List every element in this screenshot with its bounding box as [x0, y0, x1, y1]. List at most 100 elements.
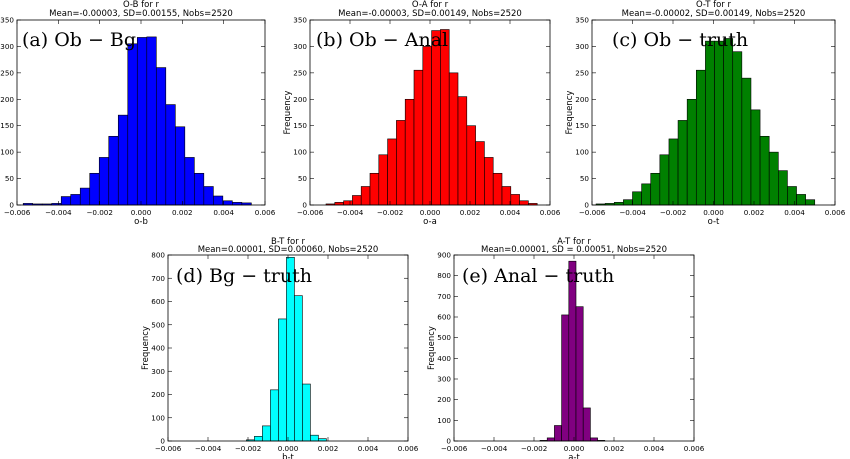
histogram-bar [404, 98, 415, 206]
y-tick-label: 300 [0, 42, 14, 51]
x-tick-label: −0.006 [441, 444, 468, 453]
chart-title: B-T for r [271, 237, 305, 247]
histogram-bar [262, 425, 271, 442]
histogram-bar [136, 37, 148, 206]
histogram-bar [561, 314, 570, 442]
histogram-bar [127, 43, 138, 206]
histogram-bar [89, 172, 100, 206]
histogram-bar [222, 200, 233, 206]
panel-annotation: (c) Ob − truth [612, 29, 748, 51]
histogram-bar [175, 126, 186, 206]
histogram-bar [466, 125, 476, 206]
histogram-bar [501, 186, 512, 206]
histogram-bar [796, 194, 806, 206]
y-tick-label: 50 [5, 174, 15, 183]
x-tick-label: 0.004 [358, 444, 379, 453]
chart-title: A-T for r [557, 237, 591, 247]
histogram-bar [777, 170, 788, 206]
histogram-bar [60, 196, 72, 206]
histogram-bar [343, 200, 353, 206]
histogram-bar [413, 69, 424, 206]
y-tick-label: 300 [575, 42, 589, 51]
chart-title: O-A for r [412, 0, 449, 10]
x-tick-label: 0.002 [460, 208, 481, 217]
histogram-bar [440, 29, 450, 206]
y-tick-label: 100 [575, 148, 589, 157]
chart-5: −0.006 −0.004 −0.002 0.000 0.002 0.004 0.006 0 1… [427, 237, 705, 459]
histogram-bar [554, 425, 562, 442]
y-tick-label: 700 [151, 274, 165, 283]
x-tick-label: −0.002 [660, 208, 687, 217]
panel-annotation: (b) Ob − Anal [316, 29, 448, 51]
y-tick-label: 500 [437, 333, 451, 342]
y-tick-label: 100 [0, 148, 14, 157]
x-tick-label: 0.006 [825, 208, 846, 217]
histogram-bar [741, 77, 752, 206]
y-tick-label: 300 [293, 42, 307, 51]
histogram-bar [659, 154, 670, 206]
x-tick-label: 0.000 [131, 208, 152, 217]
chart-subtitle: Mean=-0.00002, SD=0.00149, Nobs=2520 [622, 9, 806, 19]
histogram-bar [378, 154, 388, 206]
y-tick-label: 100 [293, 148, 307, 157]
histogram-bar [431, 30, 441, 206]
y-tick-label: 300 [437, 375, 451, 384]
histogram-bar [714, 40, 724, 206]
x-tick-label: 0.000 [564, 444, 585, 453]
histogram-bar [582, 407, 591, 442]
histogram-bar [369, 172, 380, 206]
x-tick-label: −0.004 [45, 208, 72, 217]
y-tick-label: 50 [580, 174, 590, 183]
y-tick-label: 350 [0, 16, 14, 25]
y-tick-label: 200 [437, 395, 451, 404]
histogram-bar [546, 437, 555, 442]
chart-subtitle: Mean=-0.00003, SD=0.00149, Nobs=2520 [338, 9, 522, 19]
x-tick-label: −0.004 [337, 208, 364, 217]
chart-1: −0.006 −0.004 −0.002 0.000 0.002 0.004 0.006 0 5… [0, 0, 275, 227]
y-tick-label: 250 [293, 68, 307, 77]
x-tick-label: −0.002 [235, 444, 262, 453]
histogram-bar [723, 38, 734, 206]
x-tick-label: 0.000 [420, 208, 441, 217]
x-tick-label: 0.000 [703, 208, 724, 217]
chart-4: −0.006 −0.004 −0.002 0.000 0.002 0.004 0.006 0 1… [141, 237, 419, 459]
histogram-bar [632, 191, 642, 206]
x-axis-label: o-t [708, 217, 720, 227]
y-tick-label: 0 [584, 201, 589, 210]
y-tick-label: 100 [437, 416, 451, 425]
histogram-bar [768, 151, 779, 206]
histogram-bar [519, 200, 529, 206]
histogram-bar [155, 67, 167, 206]
y-tick-label: 200 [293, 95, 307, 104]
y-tick-label: 200 [575, 95, 589, 104]
x-tick-label: 0.004 [644, 444, 665, 453]
histogram-bar [484, 157, 494, 206]
x-tick-label: 0.006 [398, 444, 419, 453]
histogram-bar [422, 46, 432, 206]
histogram-bar [475, 141, 485, 206]
chart-2: −0.006 −0.004 −0.002 0.000 0.002 0.004 0.006 0 5… [283, 0, 561, 227]
histogram-bar [98, 157, 110, 206]
x-tick-label: −0.002 [377, 208, 404, 217]
chart-subtitle: Mean=-0.00003, SD=0.00155, Nobs=2520 [49, 9, 233, 19]
y-tick-label: 400 [151, 344, 165, 353]
x-tick-label: −0.002 [521, 444, 548, 453]
y-tick-label: 800 [151, 251, 165, 260]
histogram-bar [352, 195, 362, 206]
y-axis-label: Frequency [283, 91, 293, 135]
y-tick-label: 50 [298, 174, 308, 183]
y-tick-label: 800 [437, 271, 451, 280]
histogram-bar [302, 383, 311, 442]
histogram-bar [705, 40, 715, 206]
histogram-bar [194, 172, 205, 206]
y-tick-label: 600 [151, 297, 165, 306]
histogram-bar [650, 172, 661, 206]
histogram-bar [203, 186, 214, 206]
x-axis-label: o-a [423, 217, 437, 227]
x-tick-label: 0.000 [278, 444, 299, 453]
x-tick-label: −0.006 [155, 444, 182, 453]
histogram-bar [448, 72, 459, 206]
x-tick-label: −0.004 [195, 444, 222, 453]
histogram-bar [108, 135, 119, 206]
y-tick-label: 900 [437, 251, 451, 260]
